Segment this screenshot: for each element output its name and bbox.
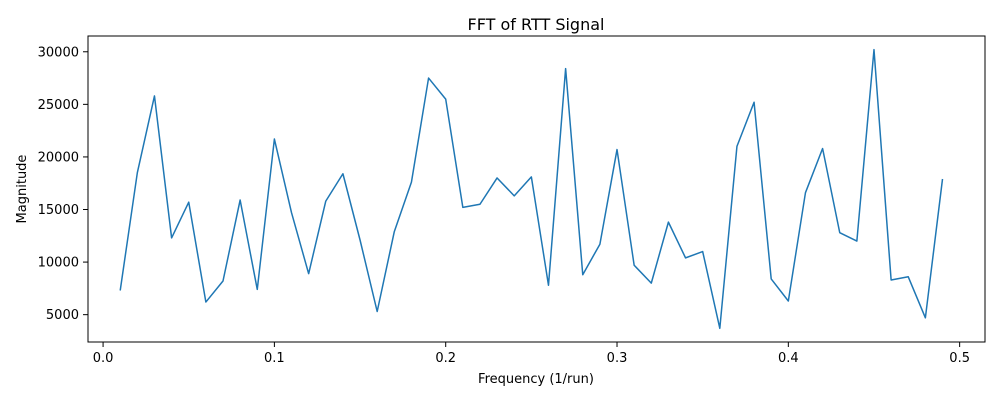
y-tick-label: 25000 xyxy=(38,98,79,113)
y-tick-label: 10000 xyxy=(38,256,79,271)
axes-frame xyxy=(87,35,986,343)
plot-area xyxy=(119,48,944,330)
x-tick-label: 0.1 xyxy=(264,351,285,366)
x-tick-label: 0.2 xyxy=(435,351,456,366)
x-tick-label: 0.4 xyxy=(778,351,799,366)
y-tick-label: 15000 xyxy=(38,203,79,218)
x-axis-label: Frequency (1/run) xyxy=(478,372,594,387)
y-tick-label: 5000 xyxy=(46,308,79,323)
x-tick-label: 0.5 xyxy=(949,351,970,366)
x-tick-label: 0.3 xyxy=(607,351,628,366)
y-tick-label: 30000 xyxy=(38,45,79,60)
x-axis-ticks: 0.0 0.1 0.2 0.3 0.4 0.5 xyxy=(93,342,970,366)
x-tick-label: 0.0 xyxy=(93,351,114,366)
chart-title: FFT of RTT Signal xyxy=(468,15,605,34)
series-line-0 xyxy=(119,48,944,330)
y-axis-label: Magnitude xyxy=(15,155,30,224)
y-tick-label: 20000 xyxy=(38,150,79,165)
y-axis-ticks: 5000 10000 15000 20000 25000 30000 xyxy=(38,45,88,323)
